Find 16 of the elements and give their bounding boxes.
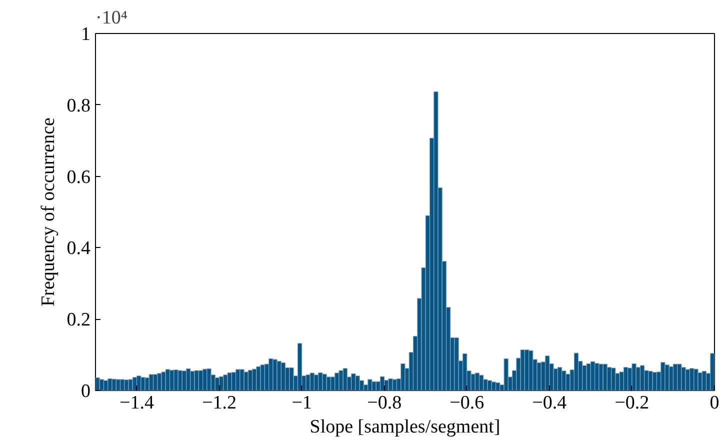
x-tick-label: −0.8 <box>367 392 402 414</box>
x-axis-title: Slope [samples/segment] <box>310 416 500 438</box>
x-tick-label: −1.2 <box>202 392 237 414</box>
x-tick-label: −1 <box>292 392 312 414</box>
text: ·10⁴ <box>96 8 128 28</box>
y-tick-label: 0.8 <box>66 95 90 116</box>
x-tick-label: −1.4 <box>120 392 154 414</box>
y-tick-label: 1 <box>81 24 90 45</box>
x-tick-label: −0.4 <box>532 392 568 414</box>
x-tick-label: 0 <box>710 392 720 414</box>
x-tick-label: −0.6 <box>450 392 484 414</box>
y-tick-label: 0.2 <box>66 310 90 331</box>
y-tick-label: 0.4 <box>66 238 91 260</box>
x-tick-label: −0.2 <box>614 392 650 414</box>
y-axis-title: Frequency of occurrence <box>38 118 59 306</box>
y-tick-label: 0.6 <box>66 166 90 188</box>
